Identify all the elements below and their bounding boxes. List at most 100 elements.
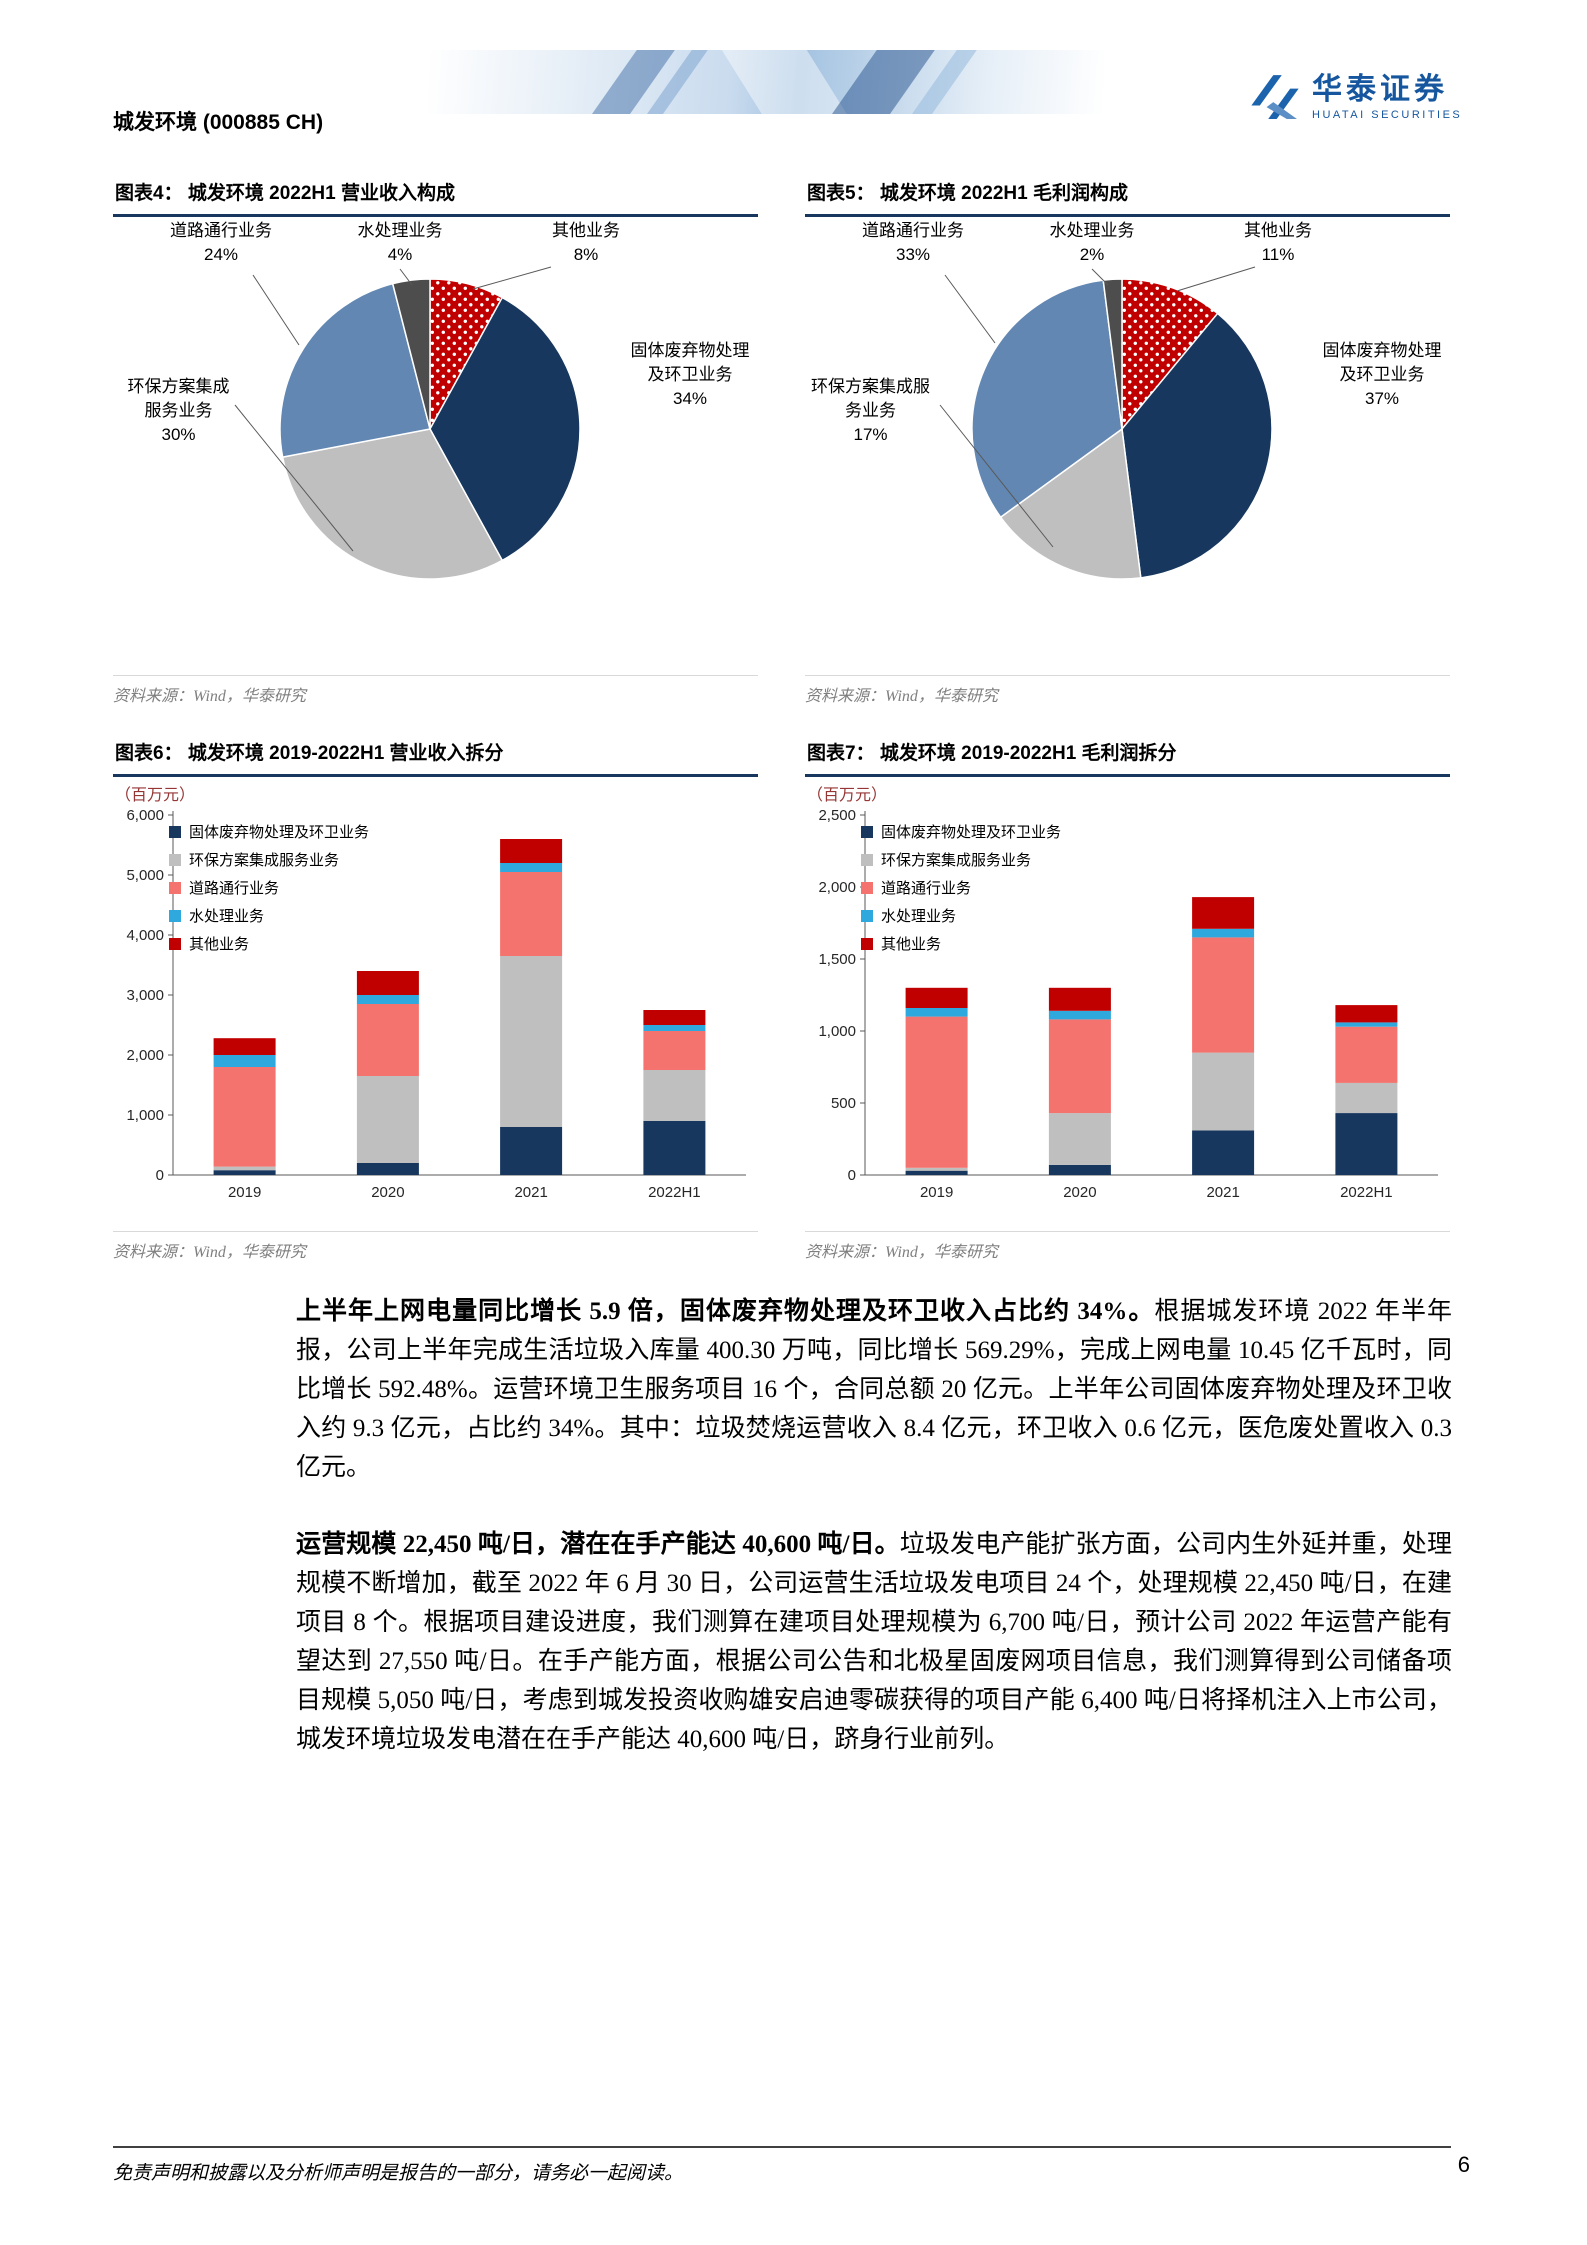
figure-4-revenue-pie: 图表4： 城发环境 2022H1 营业收入构成 道路通行业务 24% 水处理业务… bbox=[113, 178, 758, 706]
svg-text:3,000: 3,000 bbox=[126, 987, 164, 1004]
bar-segment bbox=[1048, 1019, 1111, 1114]
bar-segment bbox=[213, 1067, 276, 1167]
bar-segment bbox=[643, 1031, 706, 1070]
svg-text:2019: 2019 bbox=[920, 1184, 953, 1201]
bar-segment bbox=[356, 1076, 419, 1163]
pie-slice bbox=[1121, 312, 1273, 579]
page-number: 6 bbox=[1457, 2152, 1470, 2177]
bar-segment bbox=[1192, 928, 1255, 938]
legend-swatch bbox=[861, 825, 873, 838]
bar-segment bbox=[500, 872, 563, 956]
huatai-logo-icon bbox=[1251, 75, 1299, 119]
bar-segment bbox=[643, 1121, 706, 1175]
bar-segment bbox=[213, 1170, 276, 1175]
pie-slice bbox=[429, 296, 581, 562]
pie-label-road: 道路通行业务 24% bbox=[170, 221, 272, 264]
bar-segment bbox=[905, 1008, 968, 1017]
source-note: 资料来源：Wind，华泰研究 bbox=[805, 1231, 1450, 1262]
svg-text:0: 0 bbox=[156, 1167, 164, 1184]
huatai-logo: 华泰证券 HUATAI SECURITIES bbox=[1248, 70, 1462, 124]
pie-chart-area: 道路通行业务 33% 水处理业务 2% 其他业务 11% 固体废弃物处理 及环卫… bbox=[805, 217, 1450, 675]
legend-label: 水处理业务 bbox=[881, 908, 957, 925]
bar-segment bbox=[213, 1055, 276, 1067]
pie-label-env-services: 环保方案集成 服务业务 30% bbox=[127, 377, 230, 444]
brand-name: 华泰证券 bbox=[1312, 73, 1448, 106]
bar-segment bbox=[1048, 987, 1111, 1011]
bar-segment bbox=[643, 1025, 706, 1031]
paragraph-2-lead: 运营规模 22,450 吨/日，潜在在手产能达 40,600 吨/日。 bbox=[296, 1531, 900, 1558]
banner-stripe bbox=[714, 50, 857, 114]
paragraph-1-text: 根据城发环境 2022 年半年报，公司上半年完成生活垃圾入库量 400.30 万… bbox=[296, 1298, 1452, 1481]
pie-label-solid-waste: 固体废弃物处理 及环卫业务 37% bbox=[1322, 341, 1442, 408]
bar-segment bbox=[500, 839, 563, 863]
stacked-bar-chart: 0 500 1,000 1,500 2,000 2,500 2019 2020 2021 2022… bbox=[818, 807, 1438, 1201]
svg-text:2,000: 2,000 bbox=[818, 879, 856, 896]
pie-chart bbox=[971, 278, 1273, 580]
legend-swatch bbox=[169, 825, 181, 838]
brand-subtitle: HUATAI SECURITIES bbox=[1312, 109, 1463, 121]
svg-text:1,000: 1,000 bbox=[126, 1107, 164, 1124]
pie-label-road: 道路通行业务 33% bbox=[862, 221, 964, 264]
legend-item: 水处理业务 bbox=[861, 905, 1061, 926]
svg-text:2,500: 2,500 bbox=[818, 807, 856, 824]
bar-segment bbox=[356, 1004, 419, 1076]
legend-item: 固体废弃物处理及环卫业务 bbox=[169, 821, 369, 842]
legend-label: 固体废弃物处理及环卫业务 bbox=[881, 824, 1062, 841]
source-note: 资料来源：Wind，华泰研究 bbox=[805, 675, 1450, 706]
legend-swatch bbox=[861, 853, 873, 866]
pie-slice bbox=[1121, 278, 1219, 432]
bar-segment bbox=[1048, 1010, 1111, 1020]
svg-text:2021: 2021 bbox=[514, 1184, 547, 1201]
legend-item: 道路通行业务 bbox=[169, 877, 369, 898]
bar-segment bbox=[905, 987, 968, 1008]
pie-chart bbox=[279, 278, 581, 580]
bar-segment bbox=[356, 971, 419, 995]
svg-text:6,000: 6,000 bbox=[126, 807, 164, 824]
pie-label-other: 其他业务 11% bbox=[1244, 221, 1312, 264]
chart-legend: 固体废弃物处理及环卫业务 环保方案集成服务业务 道路通行业务 水处理业务 其他业务 bbox=[861, 821, 1061, 961]
pie-label-env-services: 环保方案集成服 务业务 17% bbox=[811, 377, 930, 444]
legend-swatch bbox=[169, 909, 181, 922]
legend-item: 其他业务 bbox=[169, 933, 369, 954]
source-note: 资料来源：Wind，华泰研究 bbox=[113, 1231, 758, 1262]
paragraph-2-text: 垃圾发电产能扩张方面，公司内生外延并重，处理规模不断增加，截至 2022 年 6… bbox=[296, 1531, 1452, 1753]
svg-text:1,000: 1,000 bbox=[818, 1023, 856, 1040]
figure-title: 图表5： 城发环境 2022H1 毛利润构成 bbox=[805, 178, 1450, 217]
axis-unit-label: （百万元） bbox=[807, 787, 888, 804]
footer-divider bbox=[113, 2146, 1451, 2148]
bar-segment bbox=[905, 1016, 968, 1168]
figure-6-revenue-bars: 图表6： 城发环境 2019-2022H1 营业收入拆分 （百万元） 0 1,00… bbox=[113, 738, 758, 1262]
legend-label: 其他业务 bbox=[189, 936, 250, 953]
bar-segment bbox=[905, 1170, 968, 1175]
bar-chart-area: （百万元） 0 500 1,000 1,500 2,000 2,500 2019 2020 20… bbox=[805, 777, 1450, 1231]
bar-segment bbox=[1192, 1052, 1255, 1131]
svg-text:2022H1: 2022H1 bbox=[648, 1184, 701, 1201]
figure-title: 图表6： 城发环境 2019-2022H1 营业收入拆分 bbox=[113, 738, 758, 777]
pie-label-solid-waste: 固体废弃物处理 及环卫业务 34% bbox=[630, 341, 750, 408]
paragraph-2: 运营规模 22,450 吨/日，潜在在手产能达 40,600 吨/日。垃圾发电产… bbox=[296, 1525, 1452, 1759]
bar-segment bbox=[1192, 1130, 1255, 1175]
pie-label-other: 其他业务 8% bbox=[552, 221, 620, 264]
huatai-logo-text: 华泰证券 HUATAI SECURITIES bbox=[1312, 73, 1462, 121]
bar-segment bbox=[500, 956, 563, 1127]
header-banner-graphic bbox=[428, 50, 1104, 114]
legend-label: 环保方案集成服务业务 bbox=[881, 852, 1032, 869]
legend-label: 道路通行业务 bbox=[189, 880, 280, 897]
pie-label-water: 水处理业务 2% bbox=[1049, 221, 1135, 264]
legend-item: 道路通行业务 bbox=[861, 877, 1061, 898]
legend-item: 固体废弃物处理及环卫业务 bbox=[861, 821, 1061, 842]
footer-disclaimer: 免责声明和披露以及分析师声明是报告的一部分，请务必一起阅读。 bbox=[113, 2163, 684, 2184]
svg-text:2020: 2020 bbox=[1063, 1184, 1096, 1201]
svg-text:500: 500 bbox=[831, 1095, 856, 1112]
legend-item: 水处理业务 bbox=[169, 905, 369, 926]
bar-segment bbox=[1048, 1113, 1111, 1165]
stock-title: 城发环境 (000885 CH) bbox=[113, 111, 324, 134]
svg-text:2,000: 2,000 bbox=[126, 1047, 164, 1064]
pie-chart-area: 道路通行业务 24% 水处理业务 4% 其他业务 8% 固体废弃物处理 及环卫业… bbox=[113, 217, 758, 675]
bar-segment bbox=[1335, 1026, 1398, 1083]
figure-5-profit-pie: 图表5： 城发环境 2022H1 毛利润构成 道路通行业务 33% 水处理业务 … bbox=[805, 178, 1450, 706]
bar-segment bbox=[213, 1038, 276, 1055]
svg-text:2019: 2019 bbox=[228, 1184, 261, 1201]
legend-item: 环保方案集成服务业务 bbox=[861, 849, 1061, 870]
